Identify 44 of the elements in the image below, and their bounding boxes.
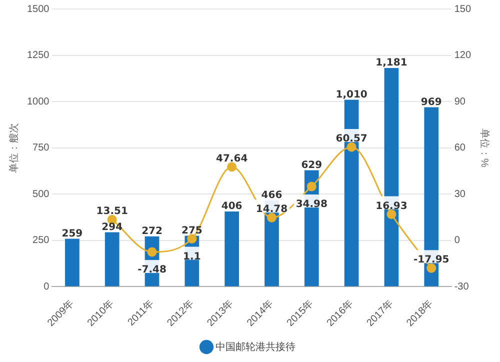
data-label: 47.64 <box>216 154 248 165</box>
bar <box>104 232 120 286</box>
point <box>346 142 356 152</box>
y2-tick-label: -30 <box>454 281 470 292</box>
point <box>227 162 237 172</box>
data-label: 466 <box>261 190 282 202</box>
bar <box>65 238 80 286</box>
y2-tick-label: 120 <box>454 50 472 62</box>
data-label: 1,181 <box>376 58 408 69</box>
legend-label: 中国邮轮港共接待 <box>216 340 296 353</box>
data-label: 969 <box>420 96 442 108</box>
point <box>266 212 276 222</box>
y-tick-label: 1000 <box>26 96 50 108</box>
data-label: 1,010 <box>336 89 368 100</box>
data-label: -7.48 <box>138 264 166 276</box>
y-axis-title: 单位：艘次 <box>8 122 20 173</box>
y2-tick-label: 150 <box>454 4 472 15</box>
data-label: 60.57 <box>336 134 368 145</box>
y2-axis-title: 单位：% <box>478 128 490 168</box>
data-label: 259 <box>62 228 83 240</box>
y-tick-label: 0 <box>44 281 50 292</box>
data-label: 1.1 <box>183 251 201 262</box>
data-label: -17.95 <box>413 254 450 266</box>
y-tick-label: 250 <box>32 235 50 246</box>
y-tick-label: 750 <box>32 142 50 154</box>
point <box>386 210 396 220</box>
data-label: 14.78 <box>256 204 288 216</box>
point <box>306 182 316 192</box>
data-label: 272 <box>142 226 162 237</box>
data-label: 34.98 <box>296 199 328 210</box>
y2-tick-label: 30 <box>454 188 466 200</box>
y2-tick-label: 0 <box>454 235 460 246</box>
y-tick-label: 500 <box>32 188 50 200</box>
point <box>147 247 157 257</box>
y2-tick-label: 90 <box>454 96 466 108</box>
y2-tick-label: 60 <box>454 142 466 154</box>
y-tick-label: 1250 <box>26 50 50 62</box>
data-label: 16.93 <box>376 200 408 212</box>
data-label: 629 <box>301 160 322 171</box>
y-tick-label: 1500 <box>26 4 50 15</box>
bar <box>224 212 240 286</box>
data-label: 406 <box>221 201 242 212</box>
point <box>426 263 436 273</box>
data-label: 13.51 <box>96 206 128 218</box>
